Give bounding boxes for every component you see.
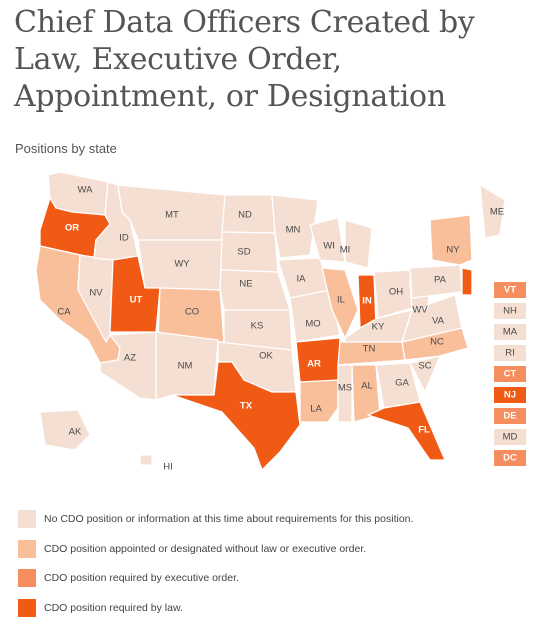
- state-label-tn: TN: [363, 344, 376, 355]
- state-label-mi: MI: [340, 245, 351, 256]
- state-ms: [337, 364, 353, 423]
- legend-label-executive: CDO position required by executive order…: [44, 572, 239, 584]
- state-label-wv: WV: [412, 305, 428, 316]
- state-mi: [344, 219, 373, 269]
- state-box-label-vt: VT: [504, 285, 516, 296]
- state-box-nj: [494, 387, 526, 403]
- state-box-ri: [494, 345, 526, 361]
- state-box-ma: [494, 324, 526, 340]
- state-box-md: [494, 429, 526, 445]
- state-fl: [367, 401, 446, 461]
- state-va: [401, 294, 463, 343]
- state-box-label-dc: DC: [503, 453, 517, 464]
- state-label-in: IN: [362, 296, 372, 307]
- state-ny: [429, 214, 473, 266]
- state-label-or: OR: [65, 223, 79, 234]
- state-label-wy: WY: [174, 259, 190, 270]
- state-me: [479, 184, 506, 239]
- state-label-nd: ND: [238, 210, 252, 221]
- state-sc: [409, 355, 441, 393]
- state-box-label-nh: NH: [503, 306, 517, 317]
- state-box-label-ma: MA: [503, 327, 518, 338]
- state-label-il: IL: [337, 295, 345, 306]
- state-label-az: AZ: [124, 353, 136, 364]
- state-box-de: [494, 408, 526, 424]
- state-label-sd: SD: [237, 247, 250, 258]
- state-label-la: LA: [310, 404, 322, 415]
- state-label-ne: NE: [239, 279, 252, 290]
- state-label-mn: MN: [286, 225, 301, 236]
- state-label-ok: OK: [259, 351, 273, 362]
- state-label-ak: AK: [69, 427, 82, 438]
- state-label-mo: MO: [305, 319, 320, 330]
- state-box-label-ct: CT: [504, 369, 517, 380]
- state-ak: [39, 409, 91, 451]
- state-mo: [289, 289, 341, 343]
- state-il: [321, 267, 359, 339]
- state-label-ga: GA: [395, 378, 409, 389]
- state-label-fl: FL: [418, 425, 430, 436]
- state-box-ct: [494, 366, 526, 382]
- state-label-mt: MT: [165, 210, 179, 221]
- state-box-label-md: MD: [503, 432, 518, 443]
- state-hi: [139, 454, 153, 466]
- state-label-sc: SC: [418, 361, 431, 372]
- state-label-al: AL: [361, 381, 373, 392]
- state-label-me: ME: [490, 207, 504, 218]
- state-label-ar: AR: [307, 359, 321, 370]
- state-label-tx: TX: [240, 401, 253, 412]
- us-map: WA OR CA NV ID MT WY UT CO AZ NM ND SD NE KS OK TX MN IA MO…: [35, 171, 526, 473]
- state-la: [299, 379, 339, 423]
- state-label-pa: PA: [434, 275, 447, 286]
- legend-label-law: CDO position required by law.: [44, 601, 183, 614]
- legend-label-none: No CDO position or information at this t…: [44, 513, 414, 525]
- legend-swatch-none: [18, 510, 36, 528]
- state-label-nm: NM: [178, 361, 193, 372]
- state-label-co: CO: [185, 307, 199, 318]
- state-box-label-ri: RI: [505, 348, 515, 359]
- state-label-id: ID: [119, 233, 129, 244]
- legend-swatch-law: [18, 598, 36, 617]
- map-subtitle: Positions by state: [15, 141, 117, 156]
- state-label-oh: OH: [389, 287, 403, 298]
- state-label-ky: KY: [372, 322, 385, 333]
- page-title: Chief Data Officers Created by Law, Exec…: [14, 5, 475, 114]
- state-label-wi: WI: [323, 241, 335, 252]
- state-label-ut: UT: [130, 295, 143, 306]
- state-ne: [219, 269, 291, 311]
- state-box-label-de: DE: [503, 411, 516, 422]
- state-tx: [171, 361, 301, 471]
- state-label-nv: NV: [89, 288, 103, 299]
- legend-swatch-appointed: [18, 539, 36, 558]
- state-box-dc: [494, 450, 526, 466]
- state-label-hi: HI: [163, 462, 173, 473]
- state-box-vt: [494, 282, 526, 298]
- state-label-ny: NY: [446, 245, 460, 256]
- state-label-ca: CA: [57, 307, 71, 318]
- state-label-wa: WA: [78, 185, 94, 196]
- state-label-ms: MS: [338, 383, 352, 394]
- state-nj: [461, 267, 473, 296]
- state-label-ia: IA: [297, 274, 307, 285]
- state-box-label-nj: NJ: [504, 390, 516, 401]
- state-label-va: VA: [432, 316, 445, 327]
- legend-label-appointed: CDO position appointed or designated wit…: [44, 542, 367, 555]
- legend-swatch-executive: [18, 569, 36, 587]
- state-box-nh: [494, 303, 526, 319]
- state-label-ks: KS: [251, 321, 264, 332]
- state-label-nc: NC: [430, 337, 444, 348]
- state-mn: [271, 194, 319, 259]
